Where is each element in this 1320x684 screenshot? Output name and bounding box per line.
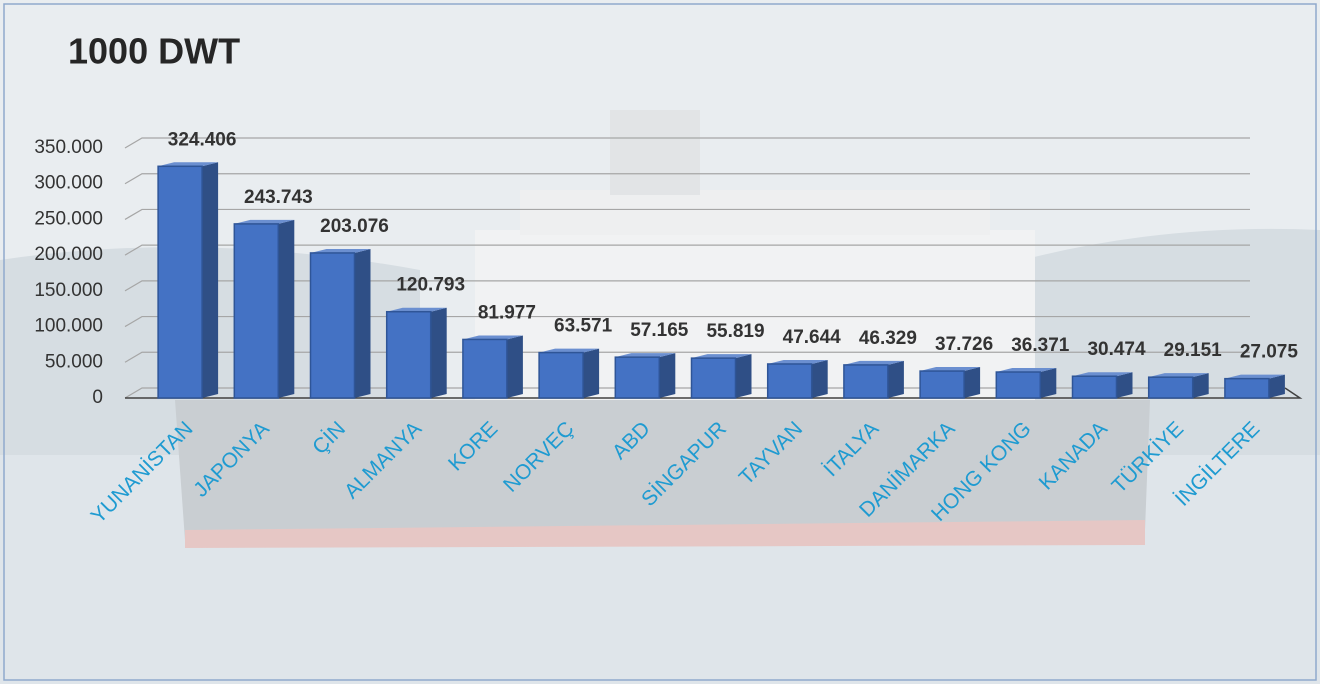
data-label: 37.726	[935, 334, 993, 355]
y-tick-label: 200.000	[34, 244, 103, 265]
bar-side	[1040, 368, 1056, 398]
y-tick-label: 250.000	[34, 208, 103, 229]
bar	[311, 253, 355, 398]
bar	[539, 353, 583, 398]
bar	[387, 312, 431, 398]
bar-side	[1269, 375, 1285, 398]
bar-side	[1193, 373, 1209, 398]
bar	[1073, 376, 1117, 398]
bar	[158, 166, 202, 398]
data-label: 243.743	[244, 187, 313, 208]
ship-funnel	[610, 110, 700, 195]
bar	[996, 372, 1040, 398]
data-label: 57.165	[630, 320, 689, 341]
data-label: 120.793	[396, 275, 465, 296]
data-label: 30.474	[1087, 339, 1146, 360]
bar-side	[355, 249, 371, 398]
bar	[615, 357, 659, 398]
bar	[234, 224, 278, 398]
y-tick-label: 300.000	[34, 173, 103, 194]
ship-bridge	[520, 190, 990, 235]
bar-side	[278, 220, 294, 398]
bar-side	[583, 349, 599, 398]
data-label: 29.151	[1164, 340, 1223, 361]
data-label: 203.076	[320, 216, 389, 237]
bar	[844, 365, 888, 398]
data-label: 81.977	[478, 302, 536, 323]
bar	[768, 364, 812, 398]
bar-side	[431, 308, 447, 398]
bar-side	[202, 162, 218, 398]
bar	[692, 358, 736, 398]
bar	[463, 339, 507, 398]
y-tick-label: 350.000	[34, 137, 103, 158]
data-label: 27.075	[1240, 342, 1299, 363]
bar-side	[1117, 372, 1133, 398]
bar-side	[659, 353, 675, 398]
data-label: 47.644	[783, 327, 842, 348]
bar	[920, 371, 964, 398]
y-tick-label: 50.000	[45, 351, 103, 372]
data-label: 55.819	[706, 321, 764, 342]
data-label: 324.406	[168, 129, 237, 150]
bar-side	[888, 361, 904, 398]
chart: 1000 DWT 0 50.000 100.000 150.000 200.000 250…	[0, 0, 1320, 684]
bar-side	[736, 354, 752, 398]
data-label: 63.571	[554, 316, 613, 337]
bar-side	[812, 360, 828, 398]
bar-side	[964, 367, 980, 398]
bar-side	[507, 335, 523, 398]
y-tick-label: 100.000	[34, 316, 103, 337]
data-label: 46.329	[859, 328, 917, 349]
y-tick-label: 150.000	[34, 280, 103, 301]
bar	[1149, 377, 1193, 398]
bar	[1225, 379, 1269, 398]
data-label: 36.371	[1011, 335, 1070, 356]
y-tick-label: 0	[92, 387, 103, 408]
chart-title: 1000 DWT	[68, 31, 240, 72]
